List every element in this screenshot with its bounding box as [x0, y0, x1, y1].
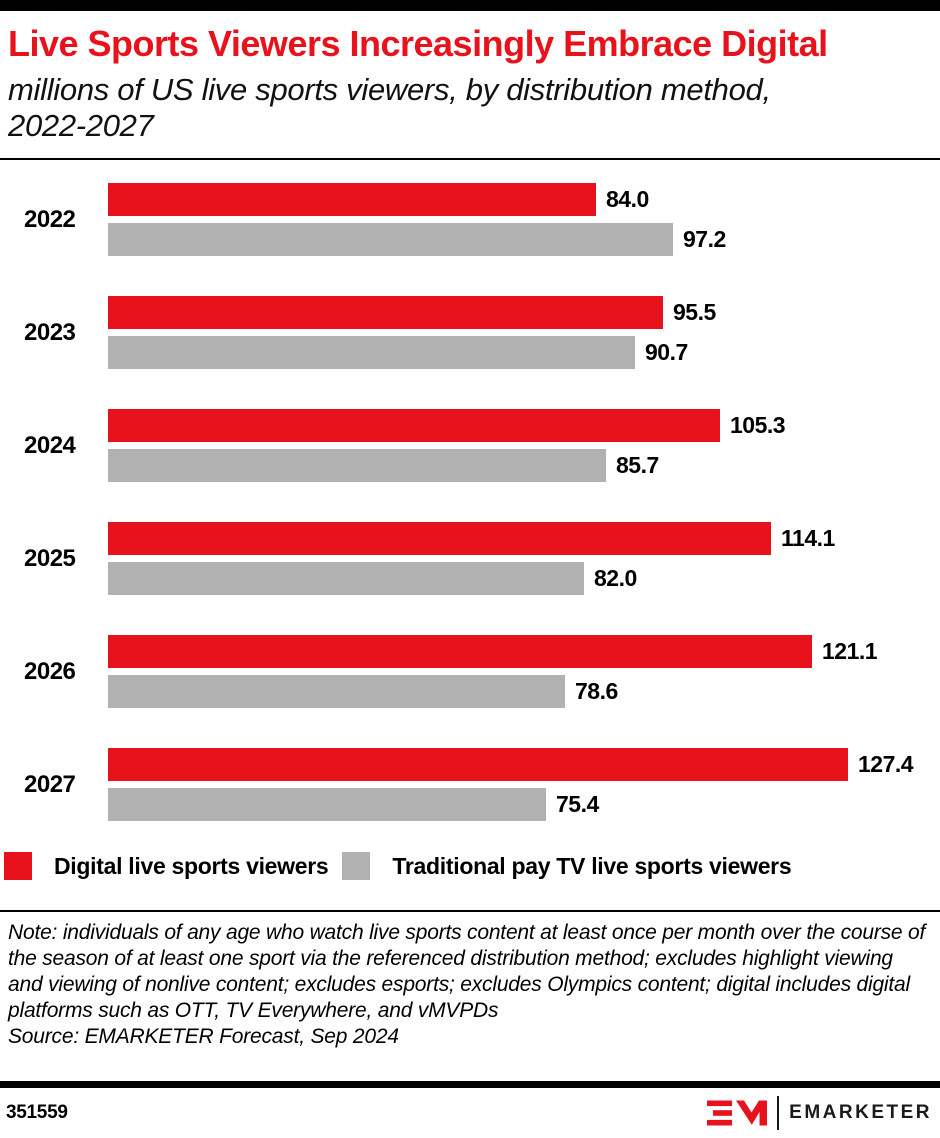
digital-legend-label: Digital live sports viewers — [54, 852, 329, 879]
source-text: Source: EMARKETER Forecast, Sep 2024 — [8, 1025, 399, 1049]
digital-bar-row: 114.1 — [108, 522, 835, 556]
year-group: 2023 95.5 90.7 — [0, 296, 940, 370]
bar-pair: 84.0 97.2 — [108, 183, 726, 257]
paytv-value-label: 75.4 — [556, 791, 599, 818]
digital-bar — [108, 183, 596, 217]
paytv-bar-row: 82.0 — [108, 562, 835, 596]
chart-legend: Digital live sports viewers Traditional … — [4, 852, 940, 881]
emarketer-wordmark: EMARKETER — [789, 1102, 932, 1124]
bar-pair: 95.5 90.7 — [108, 296, 716, 370]
digital-legend-swatch — [4, 852, 32, 881]
logo-divider — [777, 1096, 780, 1131]
note-text: Note: individuals of any age who watch l… — [8, 921, 926, 1023]
paytv-value-label: 90.7 — [645, 339, 688, 366]
legend-divider-line — [0, 910, 940, 913]
paytv-value-label: 85.7 — [616, 452, 659, 479]
top-black-bar — [0, 0, 940, 11]
year-label: 2025 — [24, 544, 76, 572]
year-label: 2022 — [24, 205, 76, 233]
paytv-bar — [108, 223, 673, 257]
digital-bar — [108, 522, 771, 556]
paytv-bar — [108, 788, 546, 822]
paytv-bar-row: 90.7 — [108, 336, 716, 370]
digital-bar-row: 105.3 — [108, 409, 786, 443]
header-divider-line — [0, 158, 940, 161]
digital-value-label: 121.1 — [822, 638, 878, 665]
year-group: 2026 121.1 78.6 — [0, 635, 940, 709]
emarketer-monogram-icon — [707, 1100, 768, 1126]
footer: 351559 EMARKETER — [0, 1088, 940, 1138]
year-label: 2027 — [24, 770, 76, 798]
paytv-bar — [108, 675, 565, 709]
digital-bar — [108, 409, 720, 443]
year-group: 2024 105.3 85.7 — [0, 409, 940, 483]
digital-value-label: 105.3 — [730, 412, 786, 439]
legend-item-digital: Digital live sports viewers — [4, 852, 329, 881]
chart-subtitle: millions of US live sports viewers, by d… — [8, 72, 771, 144]
digital-bar — [108, 748, 848, 782]
chart-title: Live Sports Viewers Increasingly Embrace… — [8, 23, 828, 64]
chart-id: 351559 — [6, 1102, 68, 1124]
paytv-legend-swatch — [342, 852, 371, 881]
paytv-bar-row: 85.7 — [108, 449, 785, 483]
year-group: 2027 127.4 75.4 — [0, 748, 940, 822]
paytv-bar-row: 97.2 — [108, 223, 726, 257]
year-group: 2025 114.1 82.0 — [0, 522, 940, 596]
chart-header: Live Sports Viewers Increasingly Embrace… — [0, 11, 940, 144]
notes-section: Note: individuals of any age who watch l… — [0, 912, 940, 1081]
digital-bar-row: 95.5 — [108, 296, 716, 330]
paytv-value-label: 97.2 — [683, 226, 726, 253]
year-label: 2023 — [24, 318, 76, 346]
digital-bar — [108, 635, 812, 669]
digital-bar-row: 127.4 — [108, 748, 914, 782]
emarketer-logo: EMARKETER — [707, 1096, 932, 1131]
paytv-bar — [108, 336, 635, 370]
year-label: 2026 — [24, 657, 76, 685]
digital-value-label: 114.1 — [781, 525, 835, 552]
legend-item-paytv: Traditional pay TV live sports viewers — [342, 852, 792, 881]
paytv-bar — [108, 449, 606, 483]
digital-bar-row: 121.1 — [108, 635, 878, 669]
paytv-bar-row: 75.4 — [108, 788, 913, 822]
digital-bar-row: 84.0 — [108, 183, 726, 217]
year-label: 2024 — [24, 431, 76, 459]
bar-chart: 2022 84.0 97.2 2023 95.5 90.7 2024 105.3 85.7 202… — [0, 160, 940, 822]
bar-pair: 121.1 78.6 — [108, 635, 878, 709]
bar-pair: 127.4 75.4 — [108, 748, 914, 822]
digital-value-label: 95.5 — [673, 299, 716, 326]
paytv-legend-label: Traditional pay TV live sports viewers — [392, 852, 792, 879]
bar-pair: 105.3 85.7 — [108, 409, 786, 483]
digital-value-label: 127.4 — [858, 751, 914, 778]
bar-pair: 114.1 82.0 — [108, 522, 835, 596]
paytv-bar — [108, 562, 584, 596]
paytv-value-label: 78.6 — [575, 678, 618, 705]
digital-value-label: 84.0 — [606, 186, 649, 213]
paytv-bar-row: 78.6 — [108, 675, 877, 709]
paytv-value-label: 82.0 — [594, 565, 637, 592]
year-group: 2022 84.0 97.2 — [0, 183, 940, 257]
footer-divider-line — [0, 1081, 940, 1089]
digital-bar — [108, 296, 663, 330]
